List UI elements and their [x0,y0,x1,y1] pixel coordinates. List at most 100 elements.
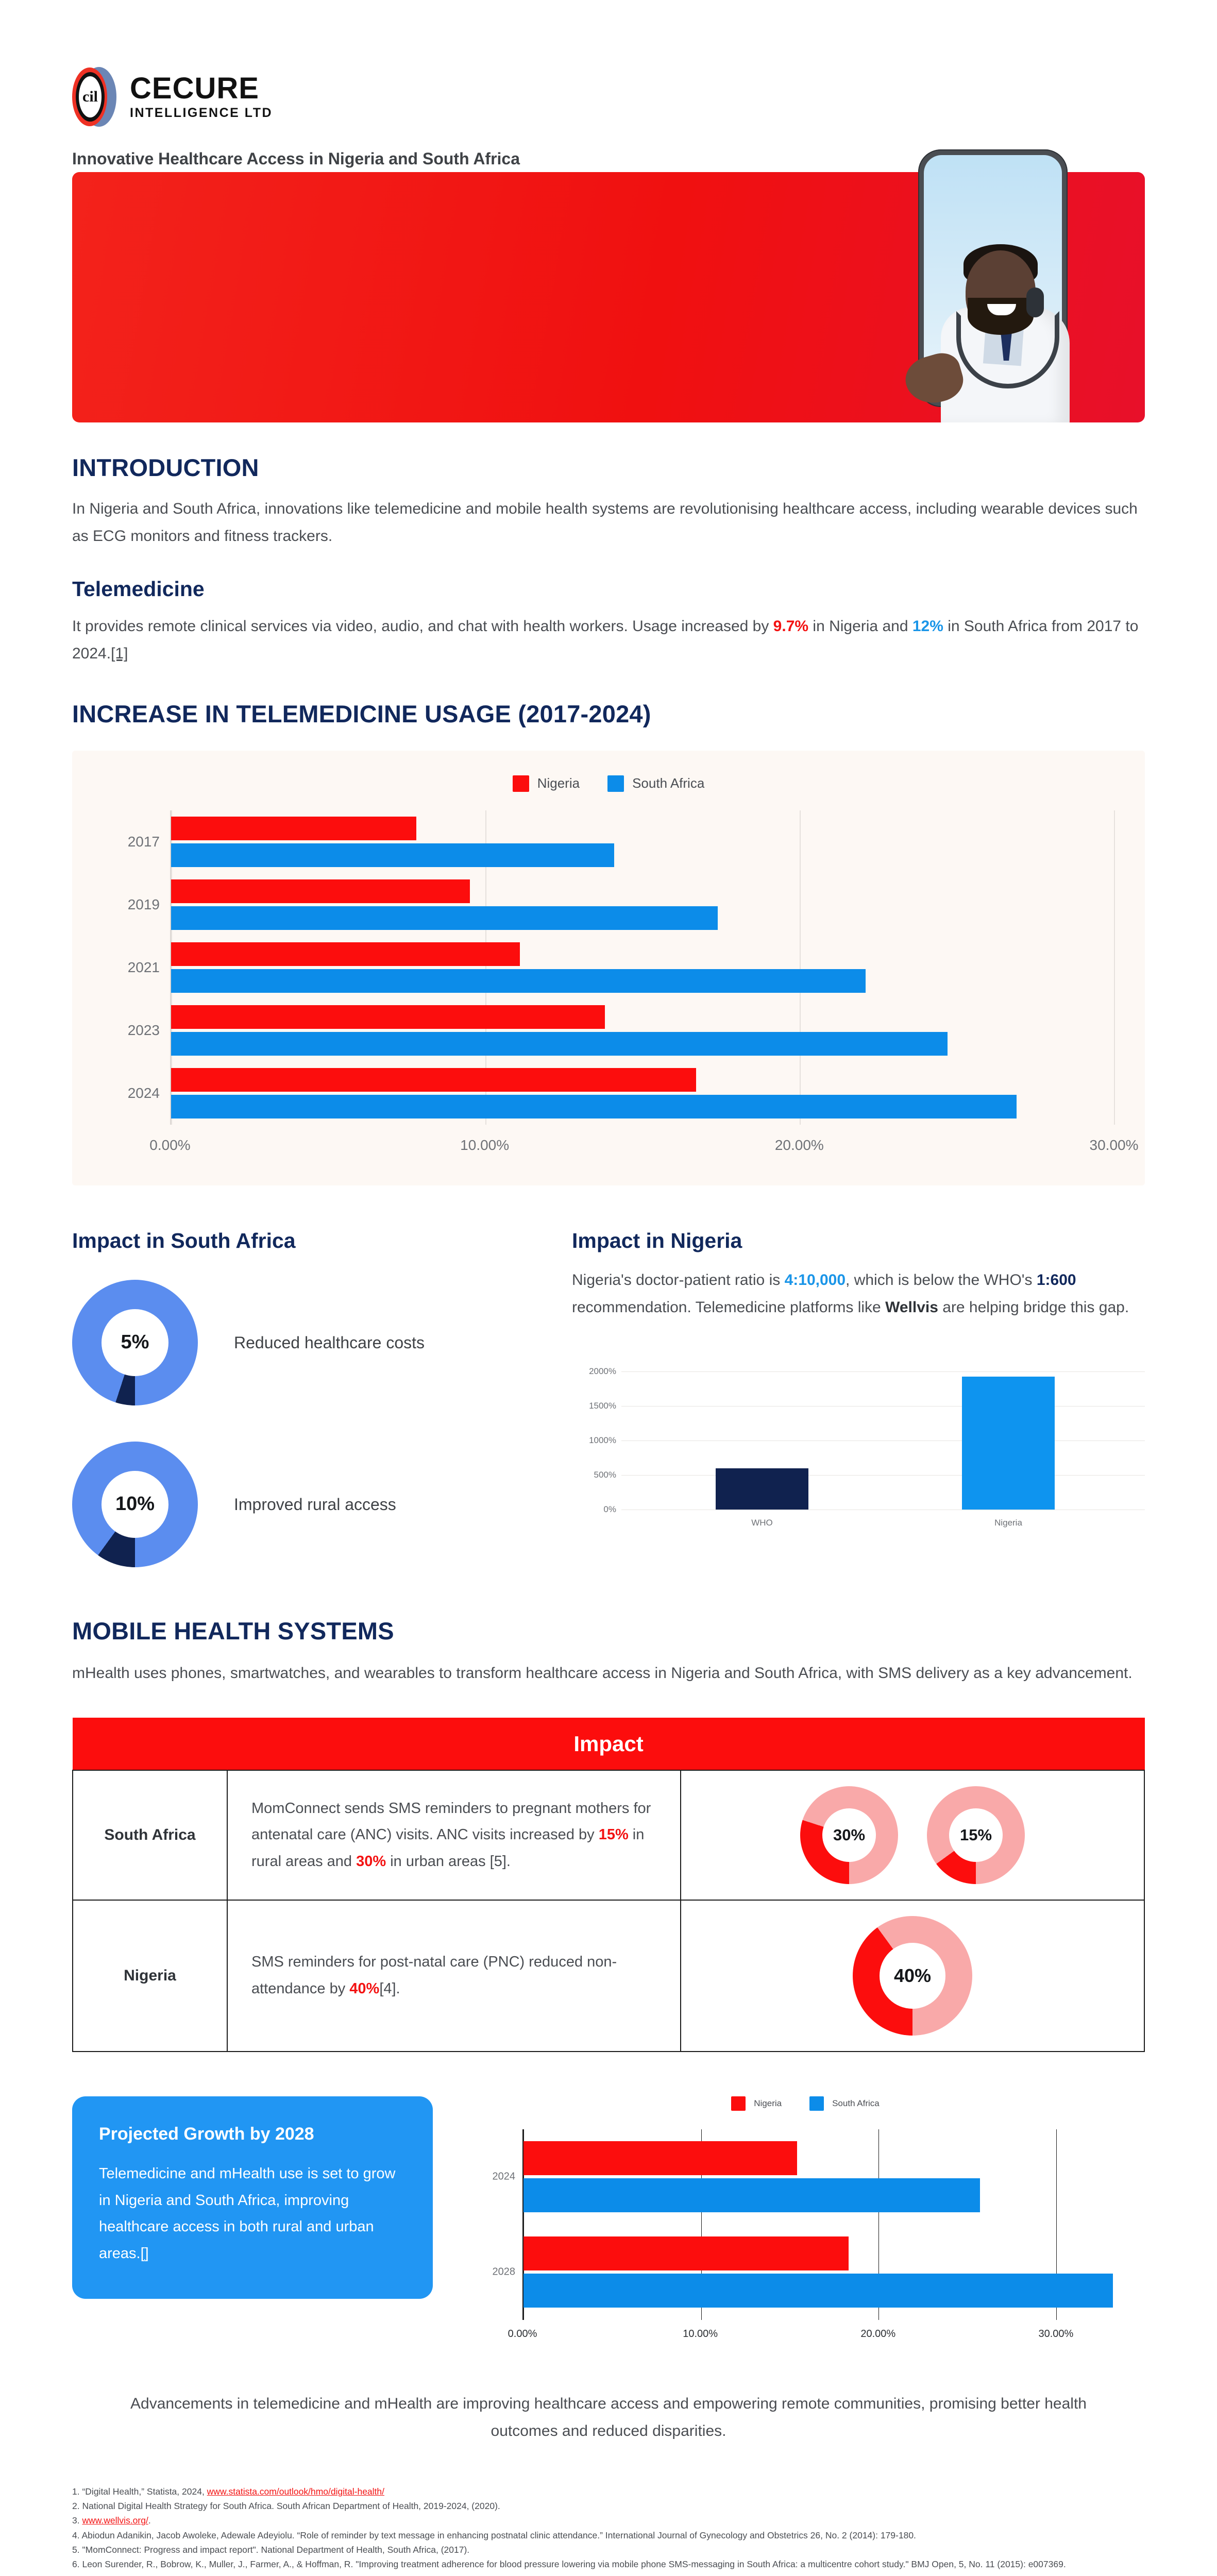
impact-south-africa-column: Impact in South Africa 5% Reduced healthc… [72,1229,536,1567]
table-row: South Africa MomConnect sends SMS reminde… [72,1769,1145,1901]
y-axis-tick-label: 2019 [127,896,160,912]
x-axis-tick-label: 10.00% [683,2328,718,2340]
y-axis-tick-label: 2017 [127,833,160,850]
telemedicine-citation[interactable]: [1] [111,645,128,663]
doctor-ratio-chart: 0% 500% 1000% 1500% 2000% WHO Nigeria [572,1340,1145,1528]
reference-item: 4. Abiodun Adanikin, Jacob Awoleke, Adew… [72,2528,1145,2543]
legend-label-south-africa: South Africa [632,775,705,791]
impact-sa-donut-row: 5% Reduced healthcare costs [72,1279,536,1405]
bar-nigeria [171,879,470,903]
projected-chart-x-axis: 0.00% 10.00% 20.00% 30.00% [508,2323,1145,2354]
bar-nigeria [523,2236,849,2271]
impact-comparison-row: Impact in South Africa 5% Reduced healthc… [72,1229,1145,1567]
reference-number: 5. [72,2545,82,2555]
bar-south-africa [171,906,718,930]
reference-text: National Digital Health Strategy for Sou… [82,2501,500,2512]
donut-value: 10% [102,1470,168,1538]
x-axis-tick-label: 20.00% [860,2328,896,2340]
telemedicine-text-1: It provides remote clinical services via… [72,617,773,635]
desc-stat-1: 15% [598,1826,629,1843]
x-axis-tick-label: 30.00% [1038,2328,1074,2340]
donut-chart: 30% [800,1786,898,1884]
reference-link[interactable]: www.wellvis.org/ [82,2515,148,2526]
brand-name: CECURE INTELLIGENCE LTD [130,73,273,121]
reference-number: 6. [72,2559,82,2570]
projected-chart-plot: 2024 2028 [466,2129,1145,2320]
brand-logo: cil CECURE INTELLIGENCE LTD [0,0,1217,127]
legend-item-nigeria: Nigeria [512,775,580,792]
gridline [701,2129,702,2320]
projected-growth-chart: Nigeria South Africa 2024 2028 0.00% 10.00… [466,2096,1145,2354]
y-axis-tick-label: 2024 [492,2171,516,2182]
desc-stat-1: 40% [349,1980,380,1997]
reference-item: 2. National Digital Health Strategy for … [72,2499,1145,2513]
legend-swatch-south-africa [607,775,624,792]
donut-value: 15% [949,1808,1003,1862]
impact-ng-text-3: recommendation. Telemedicine platforms l… [572,1298,886,1316]
brand-name-secondary: INTELLIGENCE LTD [130,106,273,121]
usage-chart-x-axis: 0.00% 10.00% 20.00% 30.00% [149,1129,1138,1165]
table-header-row: Impact [72,1717,1145,1771]
bar-group: 2019 [128,873,1114,936]
mhealth-body: mHealth uses phones, smartwatches, and w… [72,1664,1133,1682]
legend-label-nigeria-2: Nigeria [754,2098,782,2108]
impact-ng-text-2: , which is below the WHO's [846,1271,1037,1289]
hero-banner: Innovative Healthcare Access in Nigeria … [72,149,1145,422]
bar-nigeria [523,2141,797,2176]
gridline [621,1475,1145,1476]
bar-south-africa [171,1094,1017,1118]
donut-chart: 10% [72,1441,198,1567]
legend-item-nigeria-2: Nigeria [731,2096,782,2111]
bar-south-africa [171,1031,948,1056]
desc-text-1: SMS reminders for post-natal care (PNC) … [251,1954,617,1997]
column-bar-who [716,1468,808,1510]
donut-label: Reduced healthcare costs [234,1333,425,1352]
desc-text-3: in urban areas [5]. [386,1853,511,1870]
telemedicine-stat-nigeria: 9.7% [773,617,809,635]
reference-item: 3. www.wellvis.org/. [72,2513,1145,2528]
projected-growth-title: Projected Growth by 2028 [99,2124,314,2144]
column-bar-nigeria [962,1376,1055,1510]
y-axis-tick-label: 0% [603,1504,616,1515]
donut-value: 40% [880,1942,945,2009]
reference-link[interactable]: www.statista.com/outlook/hmo/digital-hea… [207,2486,384,2497]
reference-text: "MomConnect: Progress and impact report"… [82,2545,470,2555]
logo-mark-text: cil [82,88,98,105]
gridline [799,810,801,1125]
desc-text-2: in rural areas and [251,1826,645,1870]
telemedicine-body: It provides remote clinical services via… [72,613,1145,668]
table-cell-country: Nigeria [72,1899,228,2052]
projected-growth-body: Telemedicine and mHealth use is set to g… [99,2161,406,2267]
bar-group: 2024 [128,1062,1114,1125]
impact-nigeria-column: Impact in Nigeria Nigeria's doctor-patie… [572,1229,1145,1567]
mhealth-heading: MOBILE HEALTH SYSTEMS [72,1617,394,1645]
table-row: Nigeria SMS reminders for post-natal care… [72,1899,1145,2052]
x-axis-tick-label: 20.00% [774,1137,824,1153]
conclusion-text: Advancements in telemedicine and mHealth… [130,2395,1087,2440]
bar-nigeria [171,816,416,840]
reference-item: 6. Leon Surender, R., Bobrow, K., Muller… [72,2557,1145,2571]
reference-item: 5. "MomConnect: Progress and impact repo… [72,2543,1145,2557]
bar-nigeria [171,942,520,966]
x-axis-tick-label: 10.00% [460,1137,510,1153]
donut-chart: 5% [72,1279,198,1405]
bar-group: 2017 [128,810,1114,873]
table-cell-chart: 30% 15% [680,1769,1145,1901]
impact-ng-text-1: Nigeria's doctor-patient ratio is [572,1271,785,1289]
bar-group: 2028 [493,2225,1145,2320]
impact-sa-donut-row: 10% Improved rural access [72,1441,536,1567]
telemedicine-heading: Telemedicine [72,577,205,601]
legend-swatch-nigeria [512,775,529,792]
bar-nigeria [171,1005,605,1029]
y-axis-tick-label: 1500% [589,1401,616,1411]
donut-label: Improved rural access [234,1495,396,1514]
bar-south-africa [171,843,615,867]
usage-chart-legend: Nigeria South Africa [103,775,1114,792]
reference-number: 3. [72,2515,82,2526]
projected-growth-citation[interactable]: [] [140,2245,149,2262]
desc-text-2: [4]. [379,1980,400,1997]
reference-item: 1. “Digital Health,” Statista, 2024, www… [72,2484,1145,2499]
bar-nigeria [171,1067,696,1092]
gridline [1056,2129,1057,2320]
reference-text: “Digital Health,” Statista, 2024, [82,2486,207,2497]
